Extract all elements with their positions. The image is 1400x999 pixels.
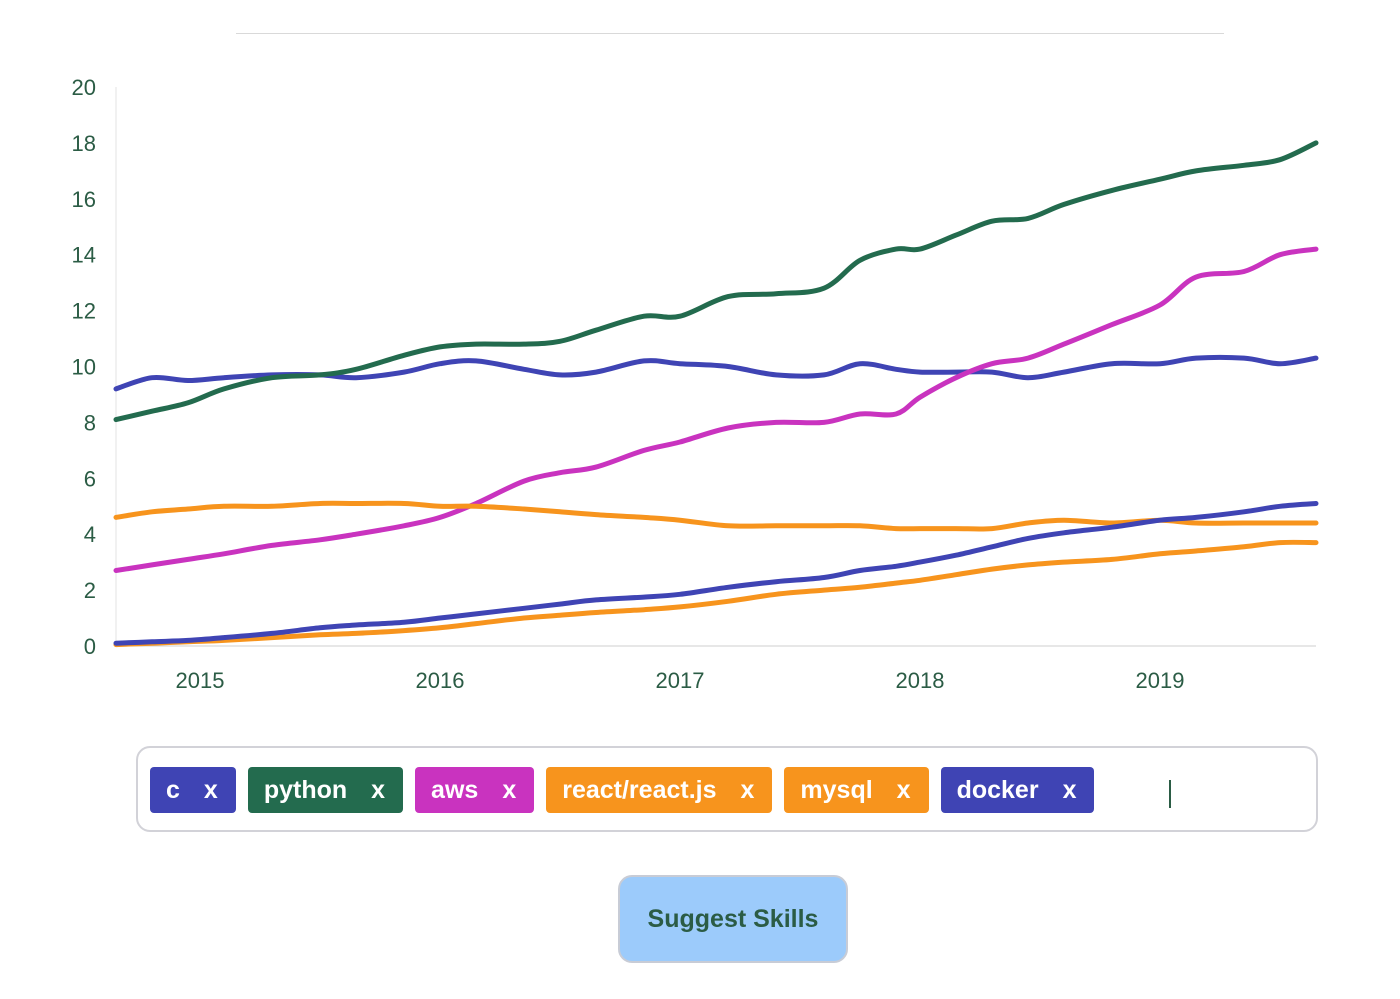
skills-trend-chart: 0 2 4 6 8 10 12 14 16 18 20 2015 2016 2017 2018 2019: [72, 75, 1319, 693]
y-tick-label: 4: [84, 522, 96, 547]
x-tick-label: 2017: [656, 668, 705, 693]
series-layer: [113, 140, 1319, 648]
y-tick-label: 14: [72, 243, 96, 268]
series-line-4: [113, 500, 1319, 532]
y-tick-label: 2: [84, 578, 96, 603]
text-caret: [1169, 780, 1171, 808]
y-tick-label: 10: [72, 355, 96, 380]
skill-tag[interactable]: python x: [247, 767, 404, 813]
y-tick-label: 18: [72, 131, 96, 156]
x-tick-label: 2018: [896, 668, 945, 693]
skill-tag[interactable]: docker x: [940, 767, 1095, 813]
skill-tag[interactable]: aws x: [415, 767, 535, 813]
skill-tag-input-box[interactable]: c x python x aws x react/react.js x mysql x docker…: [136, 746, 1318, 832]
skill-text-input[interactable]: [1118, 769, 1243, 811]
skill-tag-label: react/react.js: [562, 775, 717, 804]
series-line-5: [113, 539, 1319, 648]
suggest-skills-button[interactable]: Suggest Skills: [618, 875, 848, 963]
skill-tag-label: python: [263, 775, 348, 804]
remove-x-icon[interactable]: x: [502, 775, 517, 804]
y-tick-label: 6: [84, 466, 96, 491]
remove-x-icon[interactable]: x: [1062, 775, 1077, 804]
remove-x-icon[interactable]: x: [203, 775, 218, 804]
y-tick-label: 20: [72, 75, 96, 100]
x-tick-label: 2016: [416, 668, 465, 693]
skill-tag-label: docker: [956, 775, 1039, 804]
skill-tag-label: c: [166, 775, 180, 804]
remove-x-icon[interactable]: x: [371, 775, 386, 804]
top-divider: [236, 33, 1224, 34]
skill-tags: c x python x aws x react/react.js x mysql x docker…: [150, 767, 1243, 813]
skill-tag-label: aws: [431, 775, 479, 804]
x-axis: 2015 2016 2017 2018 2019: [176, 668, 1185, 693]
y-axis: 0 2 4 6 8 10 12 14 16 18 20: [72, 75, 96, 659]
y-tick-label: 16: [72, 187, 96, 212]
series-line-6: [113, 501, 1319, 646]
remove-x-icon[interactable]: x: [896, 775, 911, 804]
series-line-3: [113, 246, 1319, 573]
series-line-2: [113, 140, 1319, 423]
skill-tag-label: mysql: [800, 775, 873, 804]
skill-tag[interactable]: mysql x: [784, 767, 929, 813]
series-line-1: [113, 354, 1319, 392]
y-tick-label: 0: [84, 634, 96, 659]
x-tick-label: 2015: [176, 668, 225, 693]
x-tick-label: 2019: [1136, 668, 1185, 693]
remove-x-icon[interactable]: x: [740, 775, 755, 804]
skill-tag[interactable]: react/react.js x: [546, 767, 773, 813]
y-tick-label: 8: [84, 410, 96, 435]
y-tick-label: 12: [72, 299, 96, 324]
